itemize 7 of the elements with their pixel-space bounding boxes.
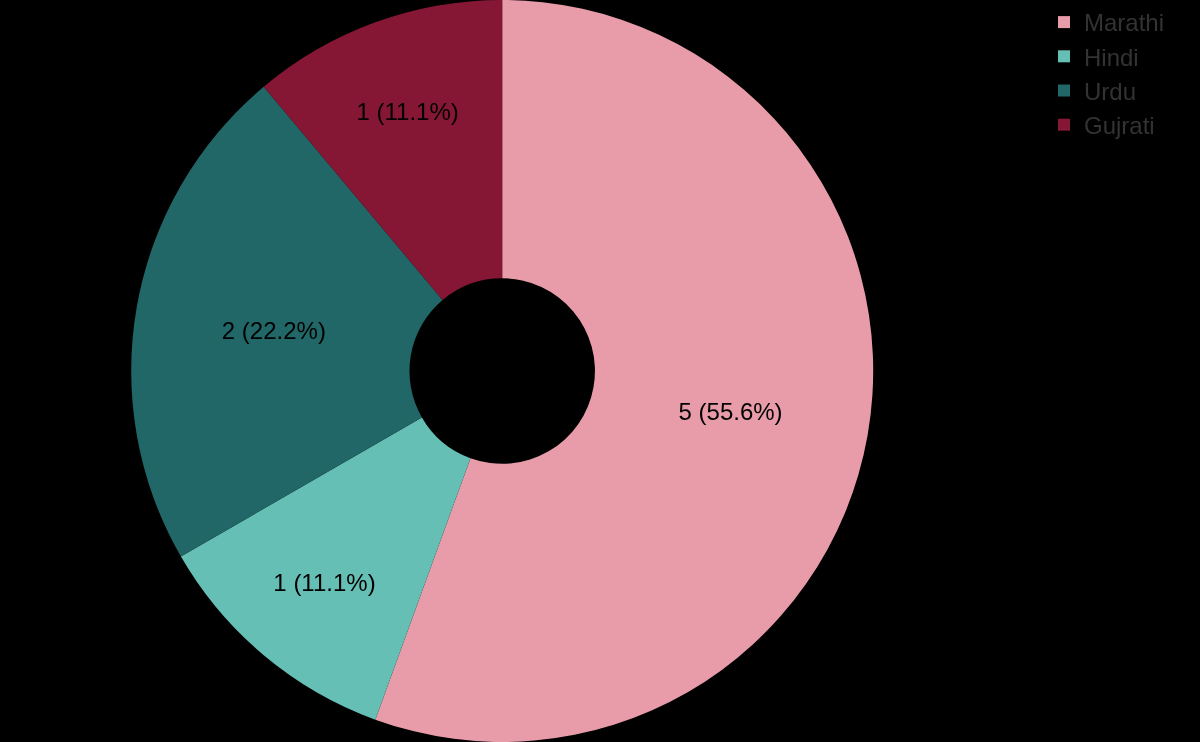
data-label: 2 (22.2%) (221, 317, 326, 345)
data-label: 5 (55.6%) (678, 397, 783, 425)
data-label: 1 (11.1%) (356, 97, 459, 125)
donut-slice (375, 0, 874, 742)
donut-slice (263, 0, 503, 300)
donut-slice (180, 417, 471, 720)
data-label: 1 (11.1%) (273, 569, 376, 597)
